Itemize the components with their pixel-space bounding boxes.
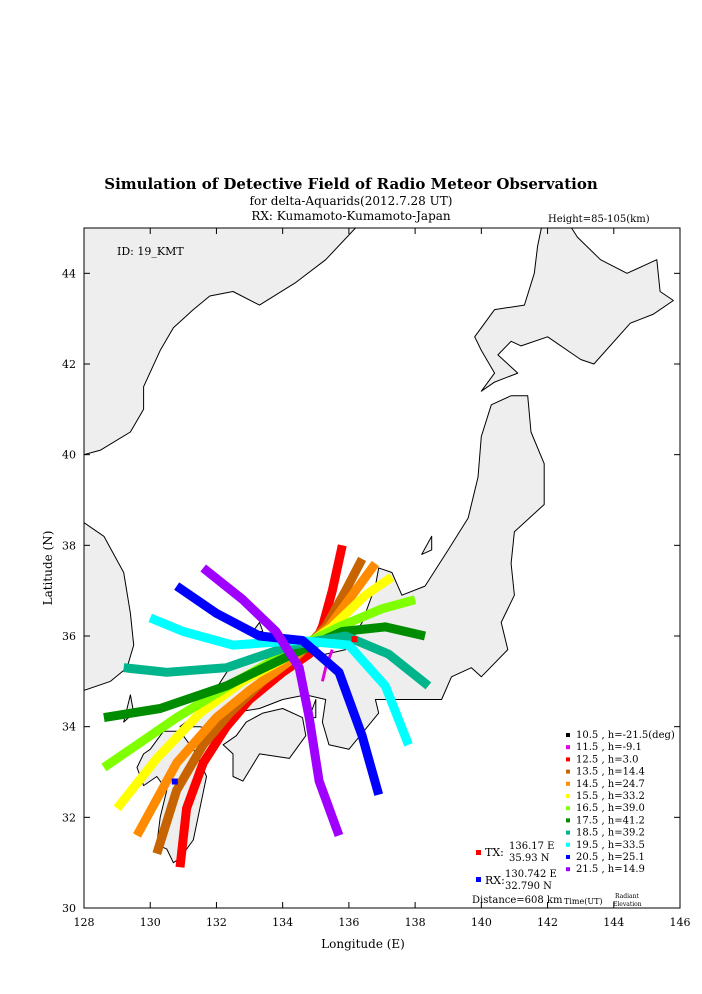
plot-frame (83, 227, 681, 909)
rx-station-marker (171, 778, 178, 785)
legend-entry: 11.5 , h=-9.1 (576, 742, 642, 753)
x-tick-label: 132 (206, 916, 227, 929)
x-tick-label: 128 (74, 916, 95, 929)
legend-entry: 15.5 , h=33.2 (576, 791, 645, 802)
legend-entry: 17.5 , h=41.2 (576, 815, 645, 826)
y-tick-label: 42 (62, 358, 76, 371)
legend-entry: 21.5 , h=14.9 (576, 864, 645, 875)
rx-latitude: 32.790 N (505, 881, 552, 892)
station-info: TX: 136.17 E 35.93 N RX: 130.742 E 32.79… (472, 841, 563, 906)
legend-entry: 13.5 , h=14.4 (576, 767, 645, 778)
legend-swatch (566, 769, 570, 774)
track-series-10 (174, 582, 384, 796)
track-series-11 (200, 564, 344, 838)
y-axis-label: Latitude (N) (41, 531, 55, 606)
x-tick-label: 140 (471, 916, 492, 929)
x-tick-label: 142 (537, 916, 558, 929)
tx-station-marker (351, 636, 358, 643)
x-tick-label: 146 (670, 916, 691, 929)
y-tick-label: 34 (62, 721, 76, 734)
distance-label: Distance=608 km (472, 895, 563, 906)
legend-radiant-label: Radiant (615, 893, 639, 900)
legend-entry: 19.5 , h=33.5 (576, 840, 645, 851)
landmass-mainland (84, 228, 356, 456)
height-range-label: Height=85-105(km) (548, 214, 650, 225)
track-series-4 (133, 560, 380, 838)
meteor-tracks (101, 544, 432, 868)
legend-entry: 12.5 , h=3.0 (576, 754, 639, 765)
tx-longitude: 136.17 E (509, 841, 554, 852)
x-tick-label: 134 (272, 916, 293, 929)
legend: 10.5 , h=-21.5(deg)11.5 , h=-9.112.5 , h… (564, 730, 675, 908)
y-tick-label: 32 (62, 811, 76, 824)
tx-label: TX: (485, 846, 504, 859)
legend-swatch (566, 818, 570, 823)
legend-swatch (566, 733, 570, 737)
legend-swatch (566, 842, 570, 847)
landmass-shikoku (222, 708, 307, 782)
legend-swatch (566, 745, 570, 750)
legend-entry: 18.5 , h=39.2 (576, 828, 645, 839)
x-tick-label: 130 (140, 916, 161, 929)
rx-longitude: 130.742 E (505, 869, 557, 880)
x-tick-label: 144 (603, 916, 624, 929)
x-tick-label: 136 (338, 916, 359, 929)
y-tick-label: 36 (62, 630, 76, 643)
x-axis-ticks: 128 130 132 134 136 138 140 142 144 146 (74, 228, 691, 929)
landmass-sado (421, 535, 433, 555)
rx-label: RX: (485, 874, 505, 887)
legend-swatch (566, 855, 570, 859)
rx-marker (476, 877, 481, 882)
legend-swatch (566, 781, 570, 786)
landmass-sakhalin (540, 228, 558, 229)
x-axis-label: Longitude (E) (321, 937, 405, 951)
legend-time-label: Time(UT) (564, 897, 603, 906)
landmass-korea (84, 522, 135, 691)
receiver-location: RX: Kumamoto-Kumamoto-Japan (251, 209, 451, 223)
legend-swatch (566, 794, 570, 798)
station-id-label: ID: 19_KMT (117, 245, 184, 258)
track-series-1 (320, 649, 334, 682)
legend-swatch (566, 830, 570, 835)
legend-swatch (566, 757, 570, 762)
y-tick-label: 40 (62, 449, 76, 462)
y-axis-ticks: 30 32 34 36 38 40 42 44 (62, 267, 680, 915)
chart-title: Simulation of Detective Field of Radio M… (104, 175, 598, 193)
y-tick-label: 30 (62, 902, 76, 915)
legend-entry: 14.5 , h=24.7 (576, 779, 645, 790)
y-tick-label: 38 (62, 539, 76, 552)
track-series-2 (175, 544, 347, 868)
y-tick-label: 44 (62, 267, 76, 280)
tx-marker (476, 850, 481, 855)
legend-swatch (566, 806, 570, 811)
tx-latitude: 35.93 N (509, 853, 550, 864)
legend-entry: 16.5 , h=39.0 (576, 803, 645, 814)
legend-entry: 10.5 , h=-21.5(deg) (576, 730, 675, 741)
x-tick-label: 138 (405, 916, 426, 929)
legend-elevation-label: Elevation (613, 901, 642, 908)
landmass-hokkaido (474, 228, 674, 392)
legend-swatch (566, 867, 570, 872)
legend-entry: 20.5 , h=25.1 (576, 852, 645, 863)
chart-subtitle: for delta-Aquarids(2012.7.28 UT) (249, 194, 453, 208)
